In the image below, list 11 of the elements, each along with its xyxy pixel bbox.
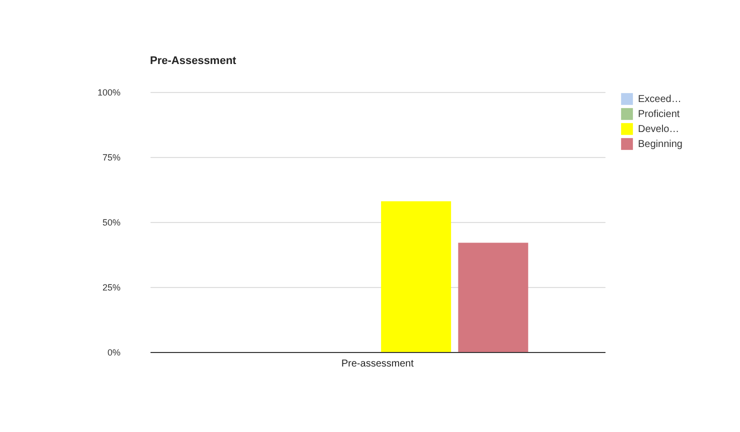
y-tick-label: 0% — [107, 348, 120, 358]
y-tick-label: 25% — [102, 282, 120, 292]
legend-label: Exceed… — [638, 94, 682, 105]
legend-label: Develo… — [638, 124, 680, 135]
x-tick-label: Pre-assessment — [341, 358, 414, 370]
legend-label: Beginning — [638, 139, 682, 150]
chart-title: Pre-Assessment — [150, 55, 237, 67]
y-tick-label: 50% — [102, 218, 120, 228]
y-tick-label: 100% — [97, 88, 120, 98]
legend-label: Proficient — [638, 109, 680, 120]
y-tick-label: 75% — [102, 152, 120, 162]
